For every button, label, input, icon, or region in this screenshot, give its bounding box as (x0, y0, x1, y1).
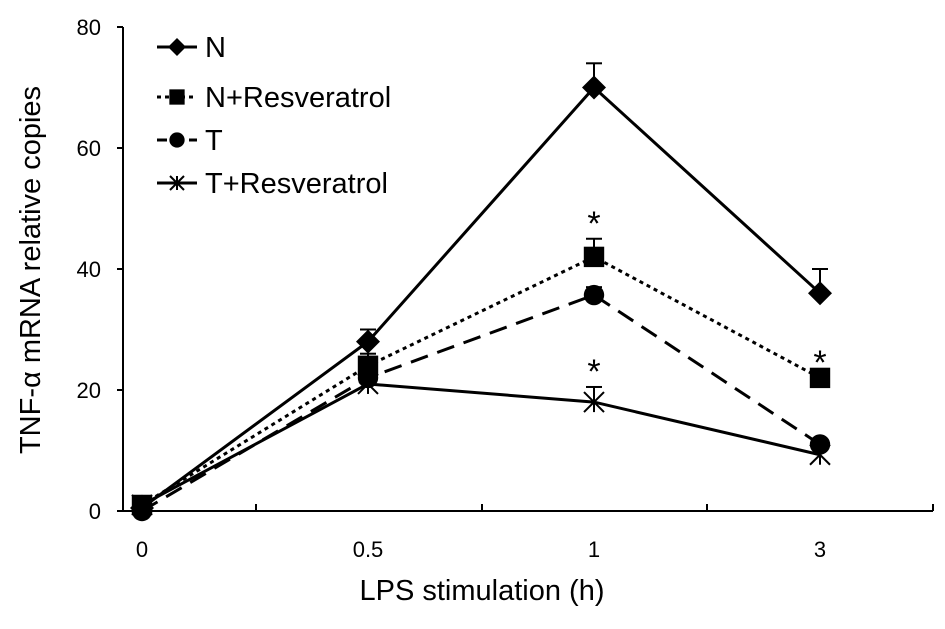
y-tick-label: 60 (77, 136, 101, 161)
legend-item: N+Resveratrol (157, 82, 391, 114)
legend-label: N+Resveratrol (205, 82, 391, 114)
y-tick-label: 40 (77, 257, 101, 282)
diamond-marker (582, 75, 606, 100)
series-line (141, 85, 822, 510)
circle-marker (169, 132, 185, 148)
x-marker (357, 373, 379, 395)
x-tick-label: 1 (588, 537, 600, 562)
y-tick-label: 80 (77, 15, 101, 40)
legend-item: T (157, 125, 223, 157)
legend-label: N (205, 32, 226, 64)
diamond-marker (356, 329, 380, 354)
significance-asterisk: * (587, 353, 600, 391)
series-t (131, 284, 831, 522)
y-tick-label: 0 (89, 499, 101, 524)
legend-label: T+Resveratrol (205, 168, 388, 200)
y-axis-label: TNF-α mRNA relative copies (15, 86, 47, 454)
square-marker (809, 367, 831, 389)
significance-asterisk: * (587, 205, 600, 243)
x-tick-label: 0 (136, 537, 148, 562)
x-marker (131, 494, 153, 516)
series-t-resveratrol (131, 373, 831, 516)
series-line (141, 293, 821, 513)
series-line (141, 382, 821, 507)
x-tick-label: 0.5 (353, 537, 384, 562)
x-marker (809, 444, 831, 466)
y-tick-label: 20 (77, 378, 101, 403)
diamond-marker (808, 281, 832, 306)
x-tick-label: 3 (814, 537, 826, 562)
circle-marker (583, 284, 605, 306)
series-n (130, 62, 832, 520)
x-marker (169, 175, 185, 191)
legend-item: T+Resveratrol (157, 168, 388, 200)
x-axis-label: LPS stimulation (h) (360, 575, 605, 607)
series-n-resveratrol (131, 237, 831, 516)
series-line (141, 255, 821, 507)
x-marker (583, 391, 605, 413)
significance-asterisk: * (813, 344, 826, 382)
legend-label: T (205, 125, 223, 157)
diamond-marker (168, 38, 186, 56)
square-marker (583, 246, 605, 268)
legend-item: N (157, 32, 226, 64)
square-marker (169, 89, 185, 105)
